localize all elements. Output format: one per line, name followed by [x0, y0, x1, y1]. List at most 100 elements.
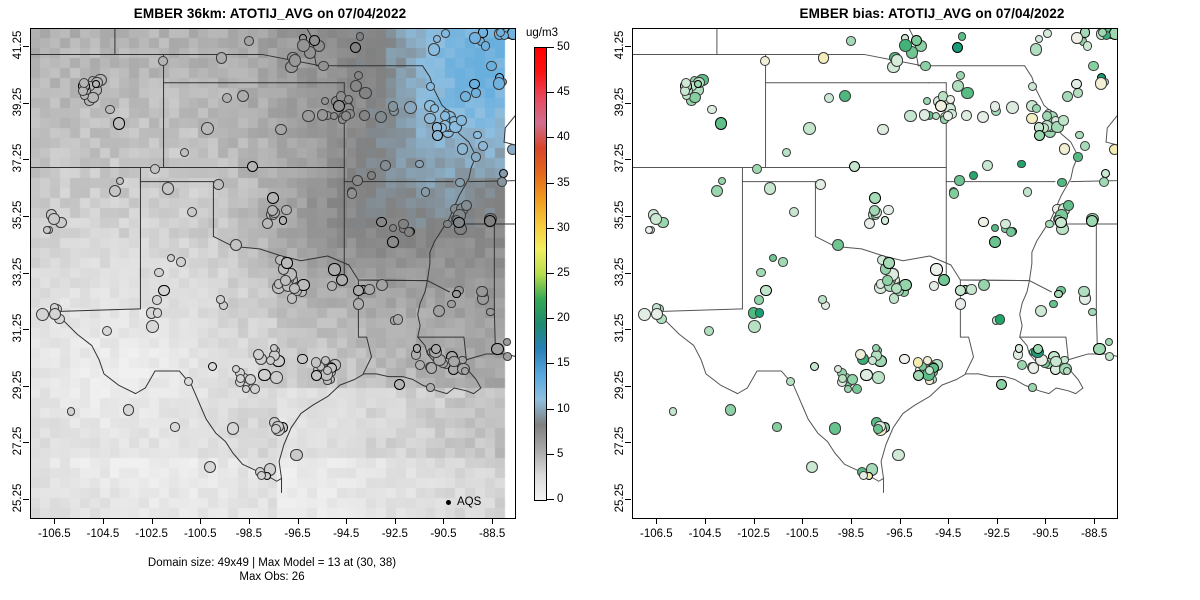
- monitor-marker[interactable]: [275, 124, 287, 136]
- monitor-marker[interactable]: [48, 308, 61, 321]
- monitor-marker[interactable]: [424, 112, 436, 125]
- monitor-marker[interactable]: [843, 384, 853, 394]
- monitor-marker[interactable]: [266, 204, 278, 216]
- monitor-marker[interactable]: [497, 176, 508, 187]
- monitor-marker[interactable]: [317, 109, 329, 121]
- monitor-marker[interactable]: [1073, 88, 1083, 98]
- monitor-marker[interactable]: [1071, 32, 1083, 44]
- monitor-marker[interactable]: [931, 111, 941, 121]
- monitor-marker[interactable]: [388, 223, 398, 233]
- monitor-marker[interactable]: [978, 278, 991, 291]
- monitor-marker[interactable]: [772, 422, 782, 432]
- monitor-marker[interactable]: [432, 305, 445, 318]
- monitor-marker[interactable]: [882, 275, 893, 286]
- monitor-marker[interactable]: [336, 273, 349, 287]
- monitor-marker[interactable]: [912, 369, 924, 381]
- monitor-marker[interactable]: [849, 161, 861, 173]
- monitor-marker[interactable]: [477, 141, 488, 152]
- monitor-marker[interactable]: [393, 378, 405, 391]
- monitor-marker[interactable]: [989, 235, 1002, 248]
- monitor-marker[interactable]: [440, 111, 451, 122]
- monitor-marker[interactable]: [1108, 143, 1117, 155]
- monitor-marker[interactable]: [1043, 29, 1053, 38]
- monitor-marker[interactable]: [443, 219, 453, 229]
- monitor-marker[interactable]: [1078, 285, 1090, 298]
- monitor-marker[interactable]: [376, 216, 387, 228]
- monitor-marker[interactable]: [838, 90, 852, 103]
- monitor-marker[interactable]: [447, 299, 456, 309]
- monitor-marker[interactable]: [1075, 130, 1084, 139]
- monitor-marker[interactable]: [232, 364, 241, 373]
- monitor-marker[interactable]: [432, 34, 441, 43]
- monitor-marker[interactable]: [91, 79, 101, 88]
- monitor-marker[interactable]: [302, 109, 315, 123]
- monitor-marker[interactable]: [333, 99, 346, 113]
- monitor-marker[interactable]: [935, 99, 948, 113]
- monitor-marker[interactable]: [288, 54, 302, 67]
- monitor-marker[interactable]: [871, 343, 880, 353]
- monitor-marker[interactable]: [473, 130, 482, 139]
- monitor-marker[interactable]: [929, 280, 939, 291]
- monitor-marker[interactable]: [1062, 199, 1075, 212]
- monitor-marker[interactable]: [1033, 343, 1044, 354]
- monitor-marker[interactable]: [943, 111, 953, 122]
- monitor-marker[interactable]: [230, 239, 243, 252]
- monitor-marker[interactable]: [425, 81, 436, 92]
- monitor-marker[interactable]: [1105, 338, 1114, 347]
- monitor-marker[interactable]: [982, 160, 993, 171]
- monitor-marker[interactable]: [817, 51, 830, 64]
- monitor-marker[interactable]: [1045, 219, 1055, 229]
- monitor-marker[interactable]: [899, 353, 910, 365]
- monitor-marker[interactable]: [352, 297, 365, 310]
- monitor-marker[interactable]: [1015, 344, 1024, 353]
- monitor-marker[interactable]: [924, 365, 935, 376]
- monitor-marker[interactable]: [398, 218, 409, 230]
- monitor-marker[interactable]: [415, 359, 426, 370]
- monitor-marker[interactable]: [858, 470, 869, 480]
- monitor-marker[interactable]: [834, 364, 843, 373]
- monitor-marker[interactable]: [872, 371, 886, 385]
- monitor-marker[interactable]: [485, 60, 497, 72]
- monitor-marker[interactable]: [359, 110, 371, 122]
- monitor-marker[interactable]: [329, 111, 339, 121]
- monitor-marker[interactable]: [425, 362, 438, 374]
- monitor-marker[interactable]: [1097, 29, 1107, 37]
- monitor-marker[interactable]: [1057, 177, 1067, 187]
- monitor-marker[interactable]: [1005, 101, 1019, 114]
- monitor-marker[interactable]: [492, 77, 506, 90]
- monitor-marker[interactable]: [1055, 216, 1067, 229]
- monitor-marker[interactable]: [890, 54, 904, 67]
- monitor-marker[interactable]: [328, 263, 341, 276]
- monitor-marker[interactable]: [429, 103, 439, 114]
- monitor-marker[interactable]: [966, 284, 977, 295]
- monitor-marker[interactable]: [1017, 359, 1028, 370]
- monitor-marker[interactable]: [78, 78, 89, 88]
- monitor-marker[interactable]: [1071, 78, 1082, 90]
- monitor-marker[interactable]: [208, 361, 218, 371]
- monitor-marker[interactable]: [1017, 159, 1027, 169]
- monitor-marker[interactable]: [954, 297, 967, 310]
- monitor-marker[interactable]: [441, 29, 451, 38]
- monitor-marker[interactable]: [1088, 308, 1097, 317]
- monitor-marker[interactable]: [36, 308, 50, 321]
- monitor-marker[interactable]: [815, 178, 826, 190]
- monitor-marker[interactable]: [271, 423, 282, 434]
- monitor-marker[interactable]: [392, 314, 404, 326]
- monitor-marker[interactable]: [310, 369, 322, 381]
- monitor-marker[interactable]: [244, 373, 257, 386]
- monitor-marker[interactable]: [1027, 362, 1040, 374]
- monitor-marker[interactable]: [503, 351, 513, 361]
- monitor-marker[interactable]: [1031, 103, 1041, 114]
- monitor-marker[interactable]: [1099, 176, 1110, 187]
- monitor-marker[interactable]: [1087, 60, 1099, 72]
- monitor-marker[interactable]: [226, 422, 239, 435]
- monitor-marker[interactable]: [288, 282, 300, 294]
- monitor-marker[interactable]: [710, 185, 723, 198]
- monitor-marker[interactable]: [456, 115, 467, 126]
- monitor-marker[interactable]: [961, 110, 973, 122]
- monitor-marker[interactable]: [693, 79, 703, 88]
- monitor-marker[interactable]: [266, 191, 279, 204]
- monitor-marker[interactable]: [321, 355, 331, 365]
- monitor-marker[interactable]: [460, 199, 473, 212]
- monitor-marker[interactable]: [278, 216, 287, 225]
